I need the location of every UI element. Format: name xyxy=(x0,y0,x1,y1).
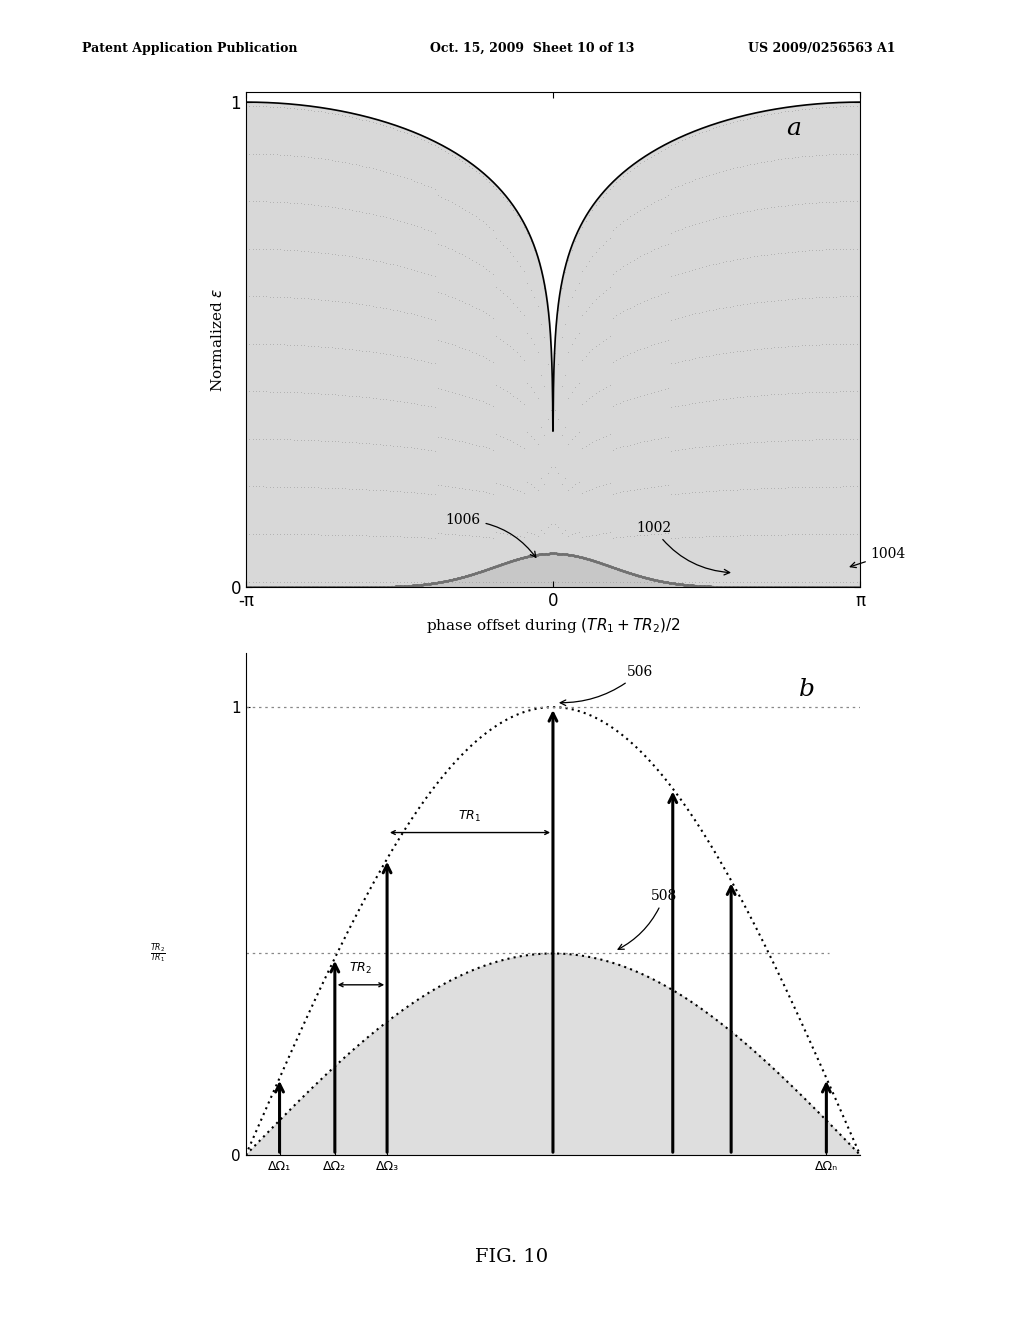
Text: a: a xyxy=(786,117,802,140)
Y-axis label: Normalized $\varepsilon$: Normalized $\varepsilon$ xyxy=(210,288,224,392)
Text: $TR_2$: $TR_2$ xyxy=(349,961,373,975)
Text: $TR_1$: $TR_1$ xyxy=(459,808,481,824)
Text: FIG. 10: FIG. 10 xyxy=(475,1247,549,1266)
Text: Patent Application Publication: Patent Application Publication xyxy=(82,42,297,55)
Text: 506: 506 xyxy=(560,665,653,706)
Text: 508: 508 xyxy=(618,888,678,949)
Text: 1006: 1006 xyxy=(445,513,536,557)
Text: 1002: 1002 xyxy=(636,520,730,576)
Text: $\frac{TR_2}{TR_1}$: $\frac{TR_2}{TR_1}$ xyxy=(151,941,166,965)
Text: 1004: 1004 xyxy=(850,548,906,568)
X-axis label: phase offset during $(TR_1+TR_2)/2$: phase offset during $(TR_1+TR_2)/2$ xyxy=(426,616,680,635)
Text: Oct. 15, 2009  Sheet 10 of 13: Oct. 15, 2009 Sheet 10 of 13 xyxy=(430,42,635,55)
Text: b: b xyxy=(799,678,815,701)
Text: US 2009/0256563 A1: US 2009/0256563 A1 xyxy=(748,42,895,55)
